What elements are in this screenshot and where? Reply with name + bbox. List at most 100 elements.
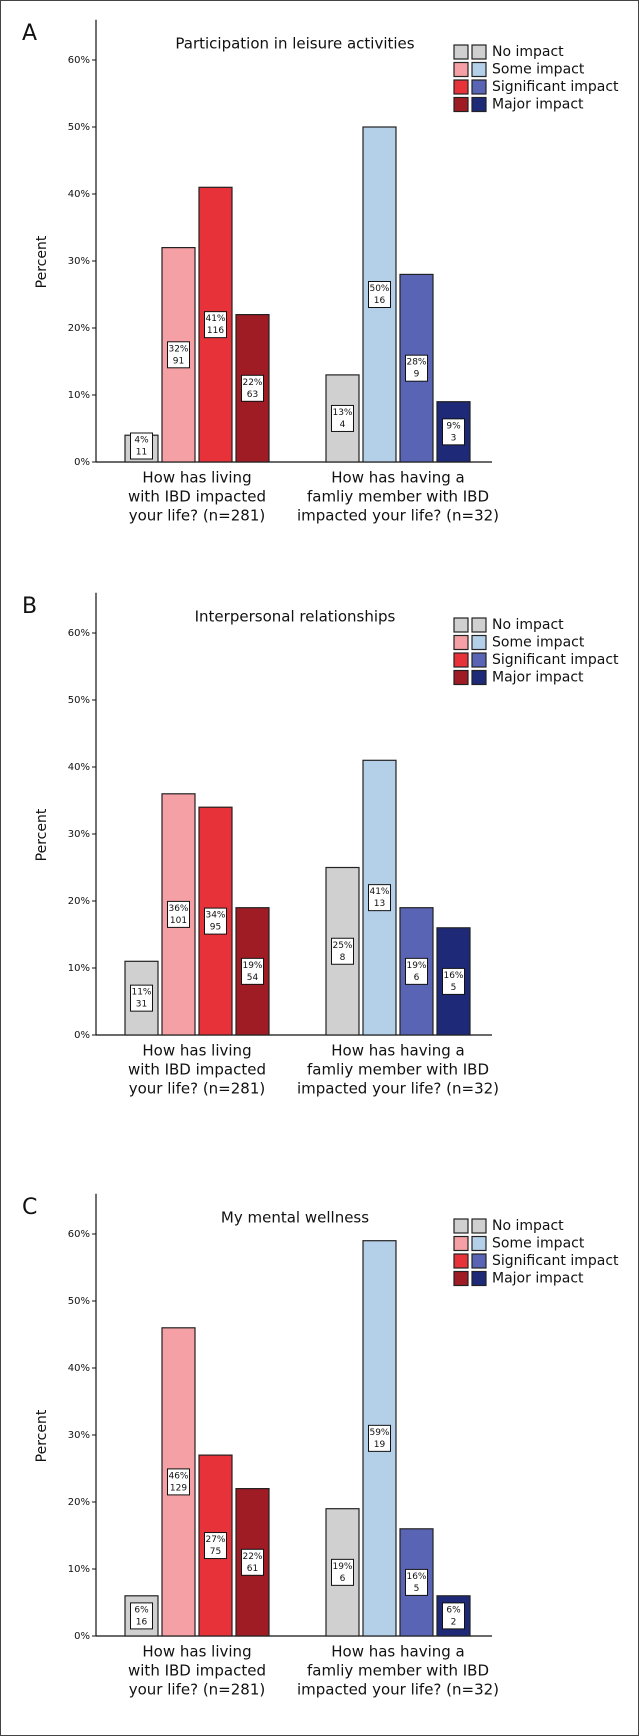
y-tick-label: 10% (68, 1564, 90, 1575)
legend-label: Some impact (492, 62, 585, 78)
legend-swatch (453, 61, 469, 78)
legend-swatch (453, 1235, 469, 1252)
legend-label: Significant impact (492, 652, 619, 668)
y-tick-label: 10% (68, 963, 90, 974)
legend-label: No impact (492, 617, 564, 633)
value-label: 41% (369, 887, 389, 897)
x-tick-label: famliy member with IBD (307, 488, 489, 506)
legend-swatch (453, 634, 469, 651)
value-label-box (130, 984, 153, 1012)
value-label: 28% (406, 358, 426, 368)
value-label-box (204, 1532, 227, 1560)
value-label-box (442, 1602, 465, 1630)
count-label: 5 (451, 983, 457, 993)
legend-swatch (471, 617, 487, 633)
value-label: 34% (205, 911, 225, 921)
y-tick-label: 20% (68, 896, 90, 907)
x-tick-label: impacted your life? (n=32) (297, 1681, 499, 1699)
count-label: 129 (170, 1483, 187, 1493)
x-tick-label: your life? (n=281) (129, 1080, 265, 1098)
value-label: 6% (446, 1605, 461, 1615)
count-label: 2 (451, 1617, 457, 1627)
legend-swatch (453, 1253, 469, 1269)
value-label-box (241, 374, 264, 402)
count-label: 75 (210, 1547, 221, 1557)
legend-label: No impact (492, 44, 564, 60)
panel-letter: C (22, 1195, 37, 1220)
legend-swatch (471, 1253, 487, 1269)
legend-swatch (453, 617, 469, 633)
value-label-box (368, 884, 391, 912)
value-label: 4% (134, 436, 149, 446)
value-label-box (405, 354, 428, 382)
y-tick-label: 50% (68, 1296, 90, 1307)
y-tick-label: 0% (74, 1030, 90, 1041)
x-tick-label: How has living (142, 1643, 251, 1661)
x-tick-label: famliy member with IBD (307, 1061, 489, 1079)
count-label: 91 (173, 356, 184, 366)
legend-label: Some impact (492, 635, 585, 651)
value-label-box (167, 900, 190, 928)
x-tick-label: How has having a (331, 1643, 465, 1661)
y-tick-label: 30% (68, 829, 90, 840)
count-label: 16 (136, 1617, 148, 1627)
y-tick-label: 50% (68, 695, 90, 706)
legend-swatch (453, 652, 469, 668)
value-label: 19% (242, 961, 262, 971)
y-tick-label: 30% (68, 256, 90, 267)
count-label: 6 (414, 973, 420, 983)
value-label-box (331, 1558, 354, 1586)
count-label: 116 (207, 326, 224, 336)
value-label: 22% (242, 378, 262, 388)
y-tick-label: 40% (68, 762, 90, 773)
legend-label: Major impact (492, 1271, 584, 1287)
value-label-box (368, 1424, 391, 1452)
legend-swatch (453, 1218, 469, 1234)
value-label: 16% (443, 971, 463, 981)
count-label: 3 (451, 433, 457, 443)
y-axis-label: Percent (34, 1409, 50, 1462)
x-tick-label: How has having a (331, 469, 465, 487)
value-label: 19% (406, 961, 426, 971)
y-tick-label: 40% (68, 1363, 90, 1374)
x-tick-label: impacted your life? (n=32) (297, 1080, 499, 1098)
legend-swatch (453, 1270, 469, 1287)
value-label-box (130, 432, 153, 460)
legend-label: Some impact (492, 1236, 585, 1252)
legend-swatch (471, 96, 487, 113)
count-label: 11 (136, 448, 147, 458)
y-tick-label: 20% (68, 323, 90, 334)
y-tick-label: 60% (68, 55, 90, 66)
legend-swatch (471, 634, 487, 651)
value-label: 6% (134, 1605, 149, 1615)
legend-swatch (453, 96, 469, 113)
value-label-box (405, 1568, 428, 1596)
value-label: 36% (168, 904, 188, 914)
count-label: 101 (170, 916, 187, 926)
value-label: 46% (168, 1471, 188, 1481)
y-tick-label: 40% (68, 189, 90, 200)
value-label: 27% (205, 1535, 225, 1545)
panel-letter: B (22, 594, 37, 619)
value-label-box (331, 404, 354, 432)
count-label: 61 (247, 1564, 258, 1574)
value-label-box (405, 957, 428, 985)
value-label: 25% (332, 941, 352, 951)
value-label: 32% (168, 344, 188, 354)
legend-label: Major impact (492, 97, 584, 113)
value-label: 13% (332, 408, 352, 418)
value-label-box (442, 967, 465, 995)
value-label-box (331, 937, 354, 965)
legend-swatch (471, 669, 487, 686)
legend-swatch (471, 1270, 487, 1287)
y-tick-label: 10% (68, 390, 90, 401)
x-tick-label: with IBD impacted (128, 1662, 266, 1680)
value-label: 59% (369, 1428, 389, 1438)
count-label: 19 (374, 1440, 386, 1450)
legend-swatch (471, 1218, 487, 1234)
value-label-box (130, 1602, 153, 1630)
y-tick-label: 60% (68, 1229, 90, 1240)
value-label: 16% (406, 1572, 426, 1582)
chart-title: Participation in leisure activities (175, 35, 414, 53)
